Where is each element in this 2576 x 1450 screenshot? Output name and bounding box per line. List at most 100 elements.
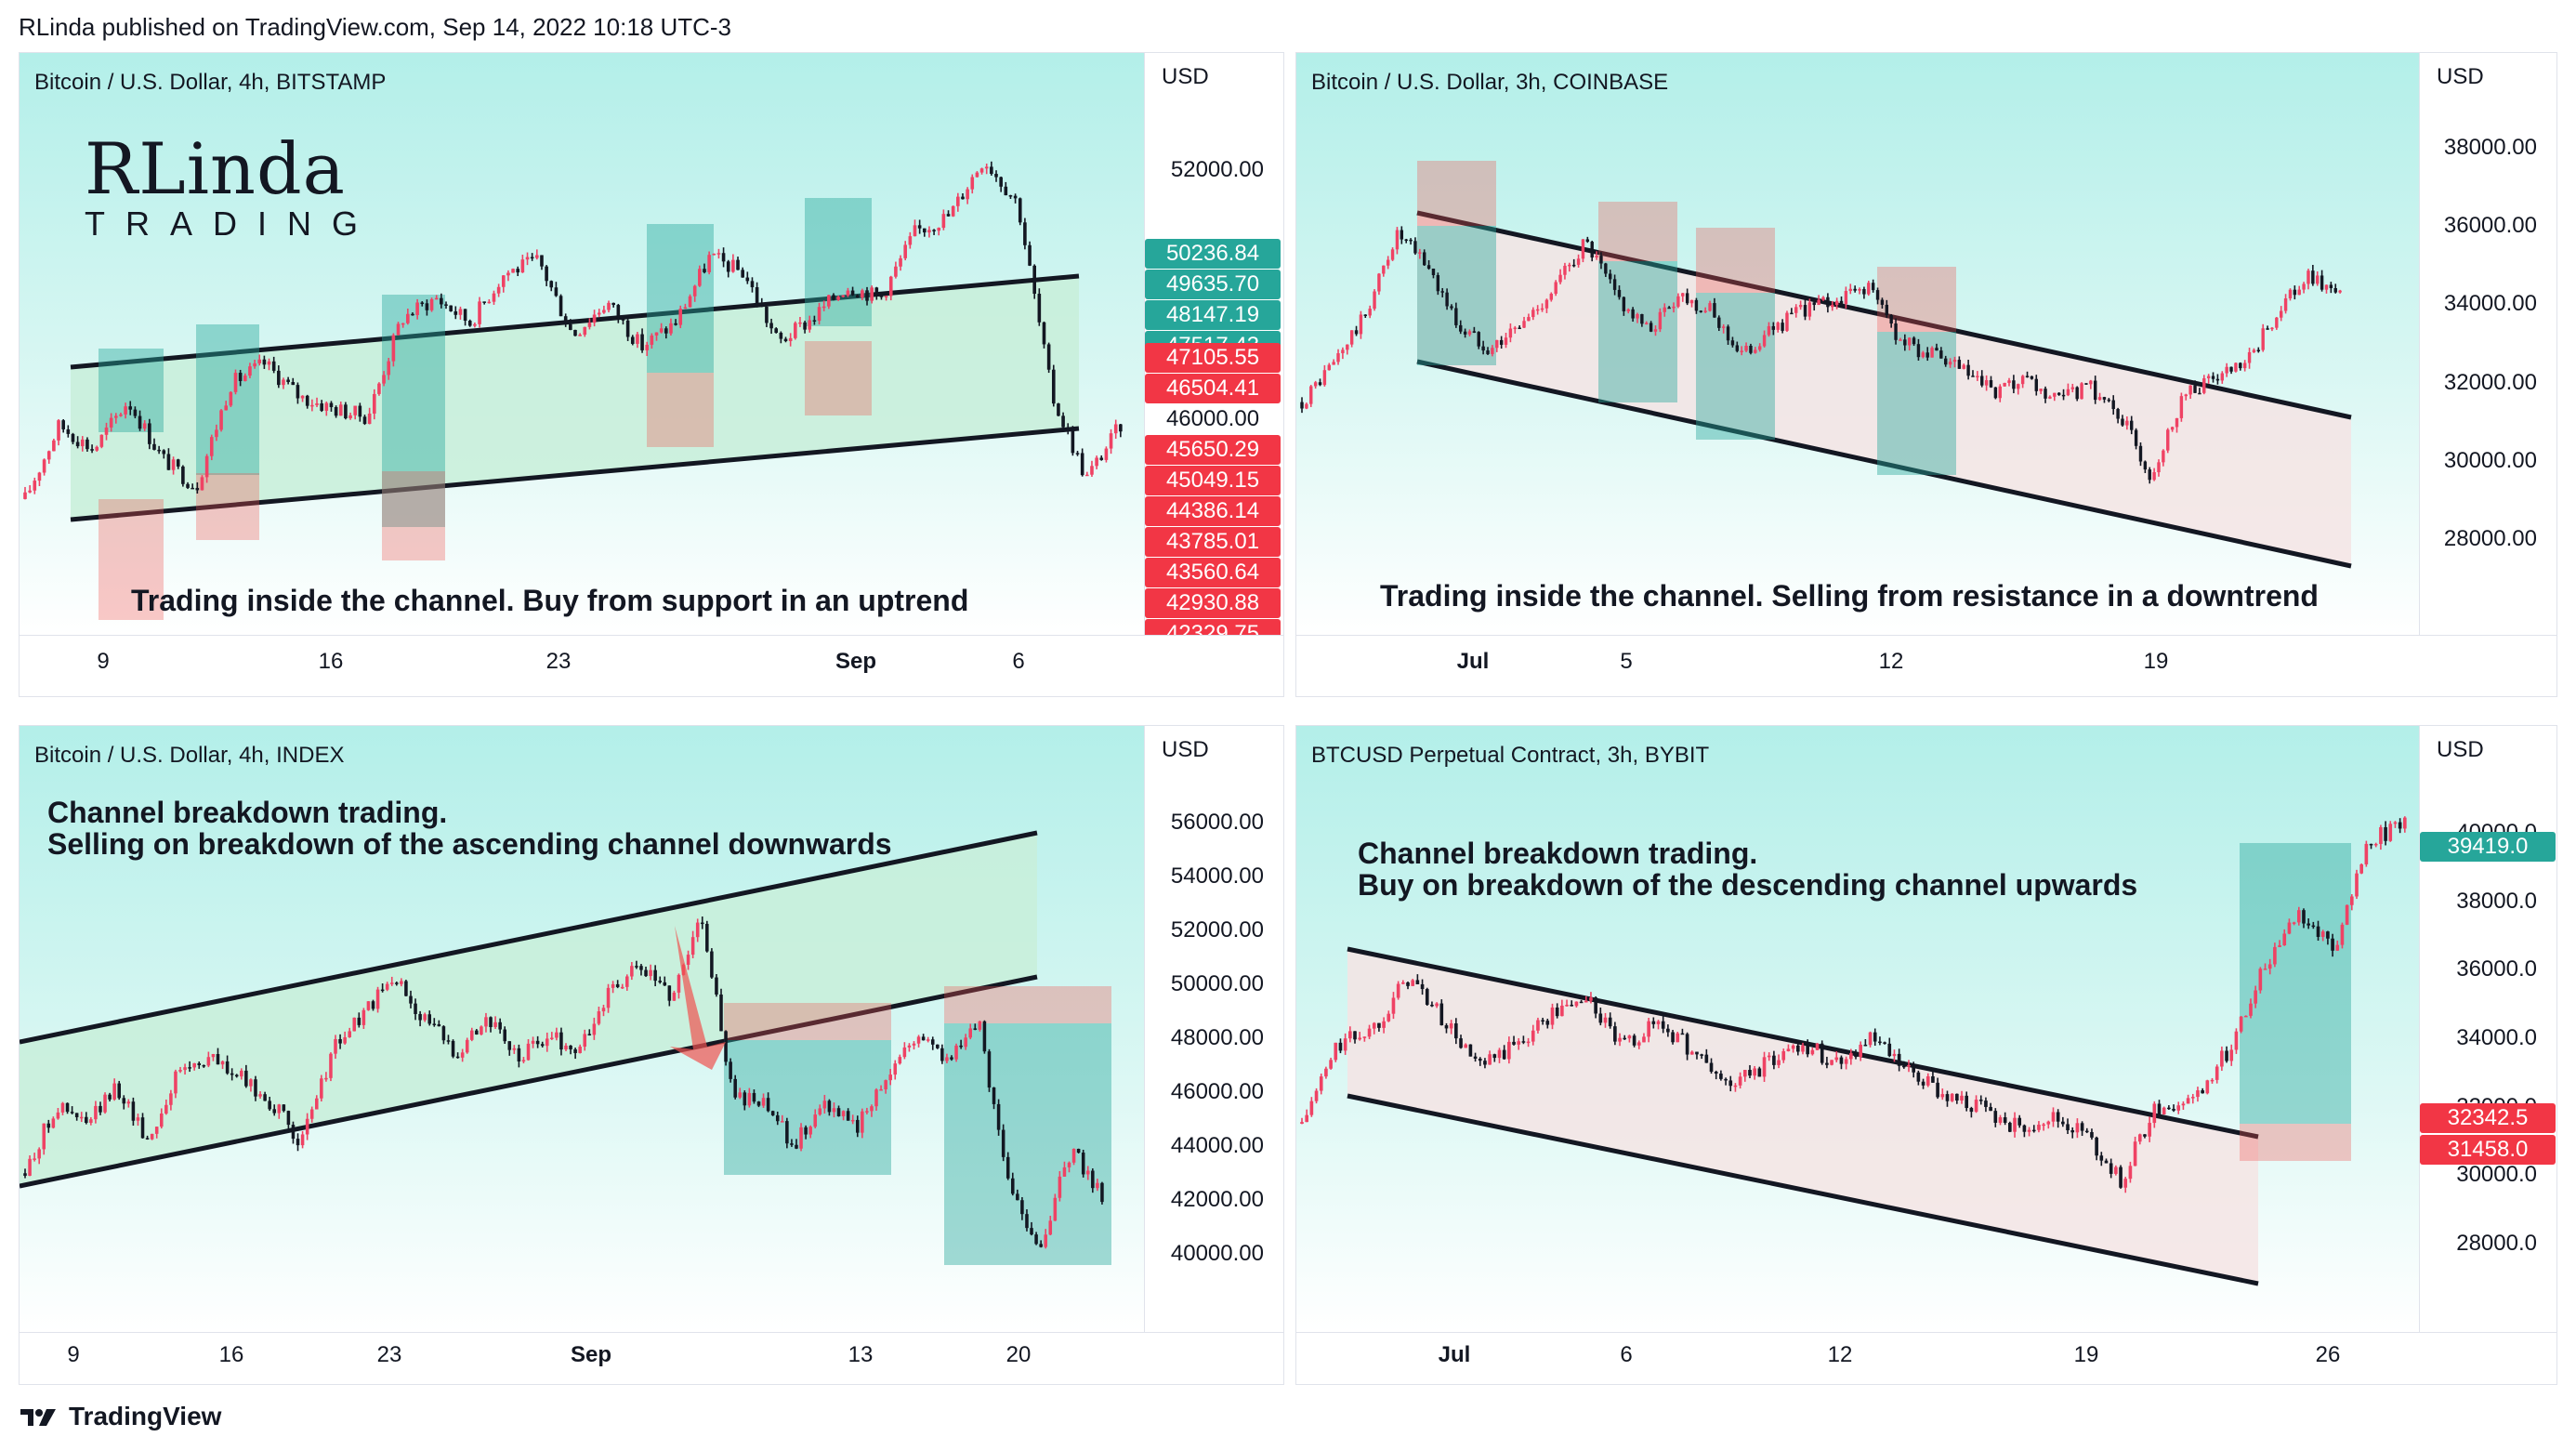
candle-body [2116,409,2120,419]
candle-body [2215,1066,2219,1080]
candle-body [460,1052,465,1058]
candle-body [414,1003,417,1014]
candle-body [1609,273,1612,280]
candle-body [1367,1028,1372,1037]
candle-body [550,1037,554,1039]
candle-body [611,983,615,988]
candle-body [395,982,399,984]
candle-body [865,290,869,301]
y-tick-label: 54000.00 [1170,863,1264,889]
candle-body [832,295,835,300]
candle-body [220,1061,225,1065]
candle-body [225,1061,230,1074]
candle-body [2107,399,2111,402]
candle-body [1025,1214,1029,1229]
chart-panel-2[interactable]: Bitcoin / U.S. Dollar, 3h, COINBASE Trad… [1295,52,2557,697]
candle-body [747,1092,752,1106]
candle-body [1492,1054,1497,1059]
candle-body [1883,1042,1886,1044]
x-axis-4[interactable]: Jul 6 12 19 26 [1296,1332,2556,1384]
candle-body [1023,222,1027,245]
chart-panel-3[interactable]: Bitcoin / U.S. Dollar, 4h, INDEX Channel… [19,725,1284,1385]
candle-body [2316,275,2320,284]
candle-body [1401,982,1405,984]
candle-body [1305,403,1308,409]
candle-body [1887,1043,1892,1057]
candle-body [2080,383,2083,400]
candle-body [630,966,634,977]
candle-body [625,320,630,337]
candle-body [1576,258,1581,265]
x-axis-3[interactable]: 9 16 23 Sep 13 20 [20,1332,1283,1384]
candle-body [334,1038,337,1054]
candle-body [348,1031,351,1037]
candle-body [271,361,276,371]
candle-body [2335,944,2340,951]
candle-body [400,981,403,984]
candle-body [1603,1017,1608,1023]
candle-body [512,1048,517,1050]
candle-body [2186,1098,2190,1104]
candle-body [391,335,396,362]
candle-body [148,423,151,444]
candle-body [244,1070,248,1087]
chart-panel-4[interactable]: BTCUSD Perpetual Contract, 3h, BYBIT Cha… [1295,725,2557,1385]
candle-body [2166,429,2170,451]
candle-body [2179,396,2184,418]
candle-body [635,966,638,968]
candle-body [300,395,305,399]
chart-title-4: BTCUSD Perpetual Contract, 3h, BYBIT [1311,743,1710,768]
candle-body [1584,1000,1588,1003]
plot-area-1[interactable]: Bitcoin / U.S. Dollar, 4h, BITSTAMP RLin… [20,53,1144,635]
plot-area-2[interactable]: Bitcoin / U.S. Dollar, 3h, COINBASE Trad… [1296,53,2419,635]
candle-body [1495,339,1499,349]
candle-body [429,298,434,310]
x-tick-label: 16 [318,649,344,674]
candle-body [712,253,716,256]
candle-body [1636,1042,1641,1046]
candle-body [1930,348,1934,358]
candle-body [1536,1020,1540,1031]
candle-body [1486,350,1490,354]
candle-body [176,459,180,467]
candle-body [793,323,797,338]
x-tick-label: 20 [1005,1342,1032,1367]
candle-body [233,373,238,392]
candle-body [898,1057,902,1064]
candle-body [1527,317,1531,322]
candle-body [893,1063,898,1075]
chart-panel-1[interactable]: Bitcoin / U.S. Dollar, 4h, BITSTAMP RLin… [19,52,1284,697]
candle-body [216,1054,220,1065]
candle-body [861,1111,864,1133]
candle-body [206,1057,211,1066]
buy-zone [647,224,714,373]
candle-body [549,281,554,288]
candle-body [1473,1056,1478,1059]
y-axis-1[interactable]: USD 52000.0042000.0050236.8449635.704814… [1144,53,1283,649]
y-axis-4[interactable]: USD 40000.038000.036000.034000.032000.03… [2419,726,2556,1332]
chart-title-1: Bitcoin / U.S. Dollar, 4h, BITSTAMP [34,70,387,95]
candle-body [85,1116,88,1124]
footer-brand[interactable]: TradingView [69,1402,222,1430]
candle-body [583,1034,587,1048]
candle-body [916,1036,921,1044]
candle-body [52,440,56,452]
y-axis-3[interactable]: USD 56000.00 54000.00 52000.00 50000.00 4800… [1144,726,1283,1332]
candle-body [1798,305,1803,308]
x-tick-label: Sep [835,649,877,674]
candle-body [1478,1058,1482,1061]
candle-body [705,923,709,952]
candle-body [1744,346,1748,351]
plot-area-3[interactable]: Bitcoin / U.S. Dollar, 4h, INDEX Channel… [20,726,1144,1332]
candle-body [2403,817,2407,829]
candle-body [966,189,969,200]
y-axis-2[interactable]: USD 38000.00 36000.00 34000.00 32000.00 3000… [2419,53,2556,635]
x-axis-2[interactable]: Jul 5 12 19 [1296,635,2556,696]
tradingview-logo-icon[interactable] [19,1405,59,1428]
candle-body [1871,283,1875,291]
x-axis-1[interactable]: 9 16 23 Sep 6 [20,635,1283,696]
candle-body [37,472,42,481]
candle-body [2349,896,2354,905]
plot-area-4[interactable]: BTCUSD Perpetual Contract, 3h, BYBIT Cha… [1296,726,2419,1332]
sell-zone [1598,202,1677,261]
